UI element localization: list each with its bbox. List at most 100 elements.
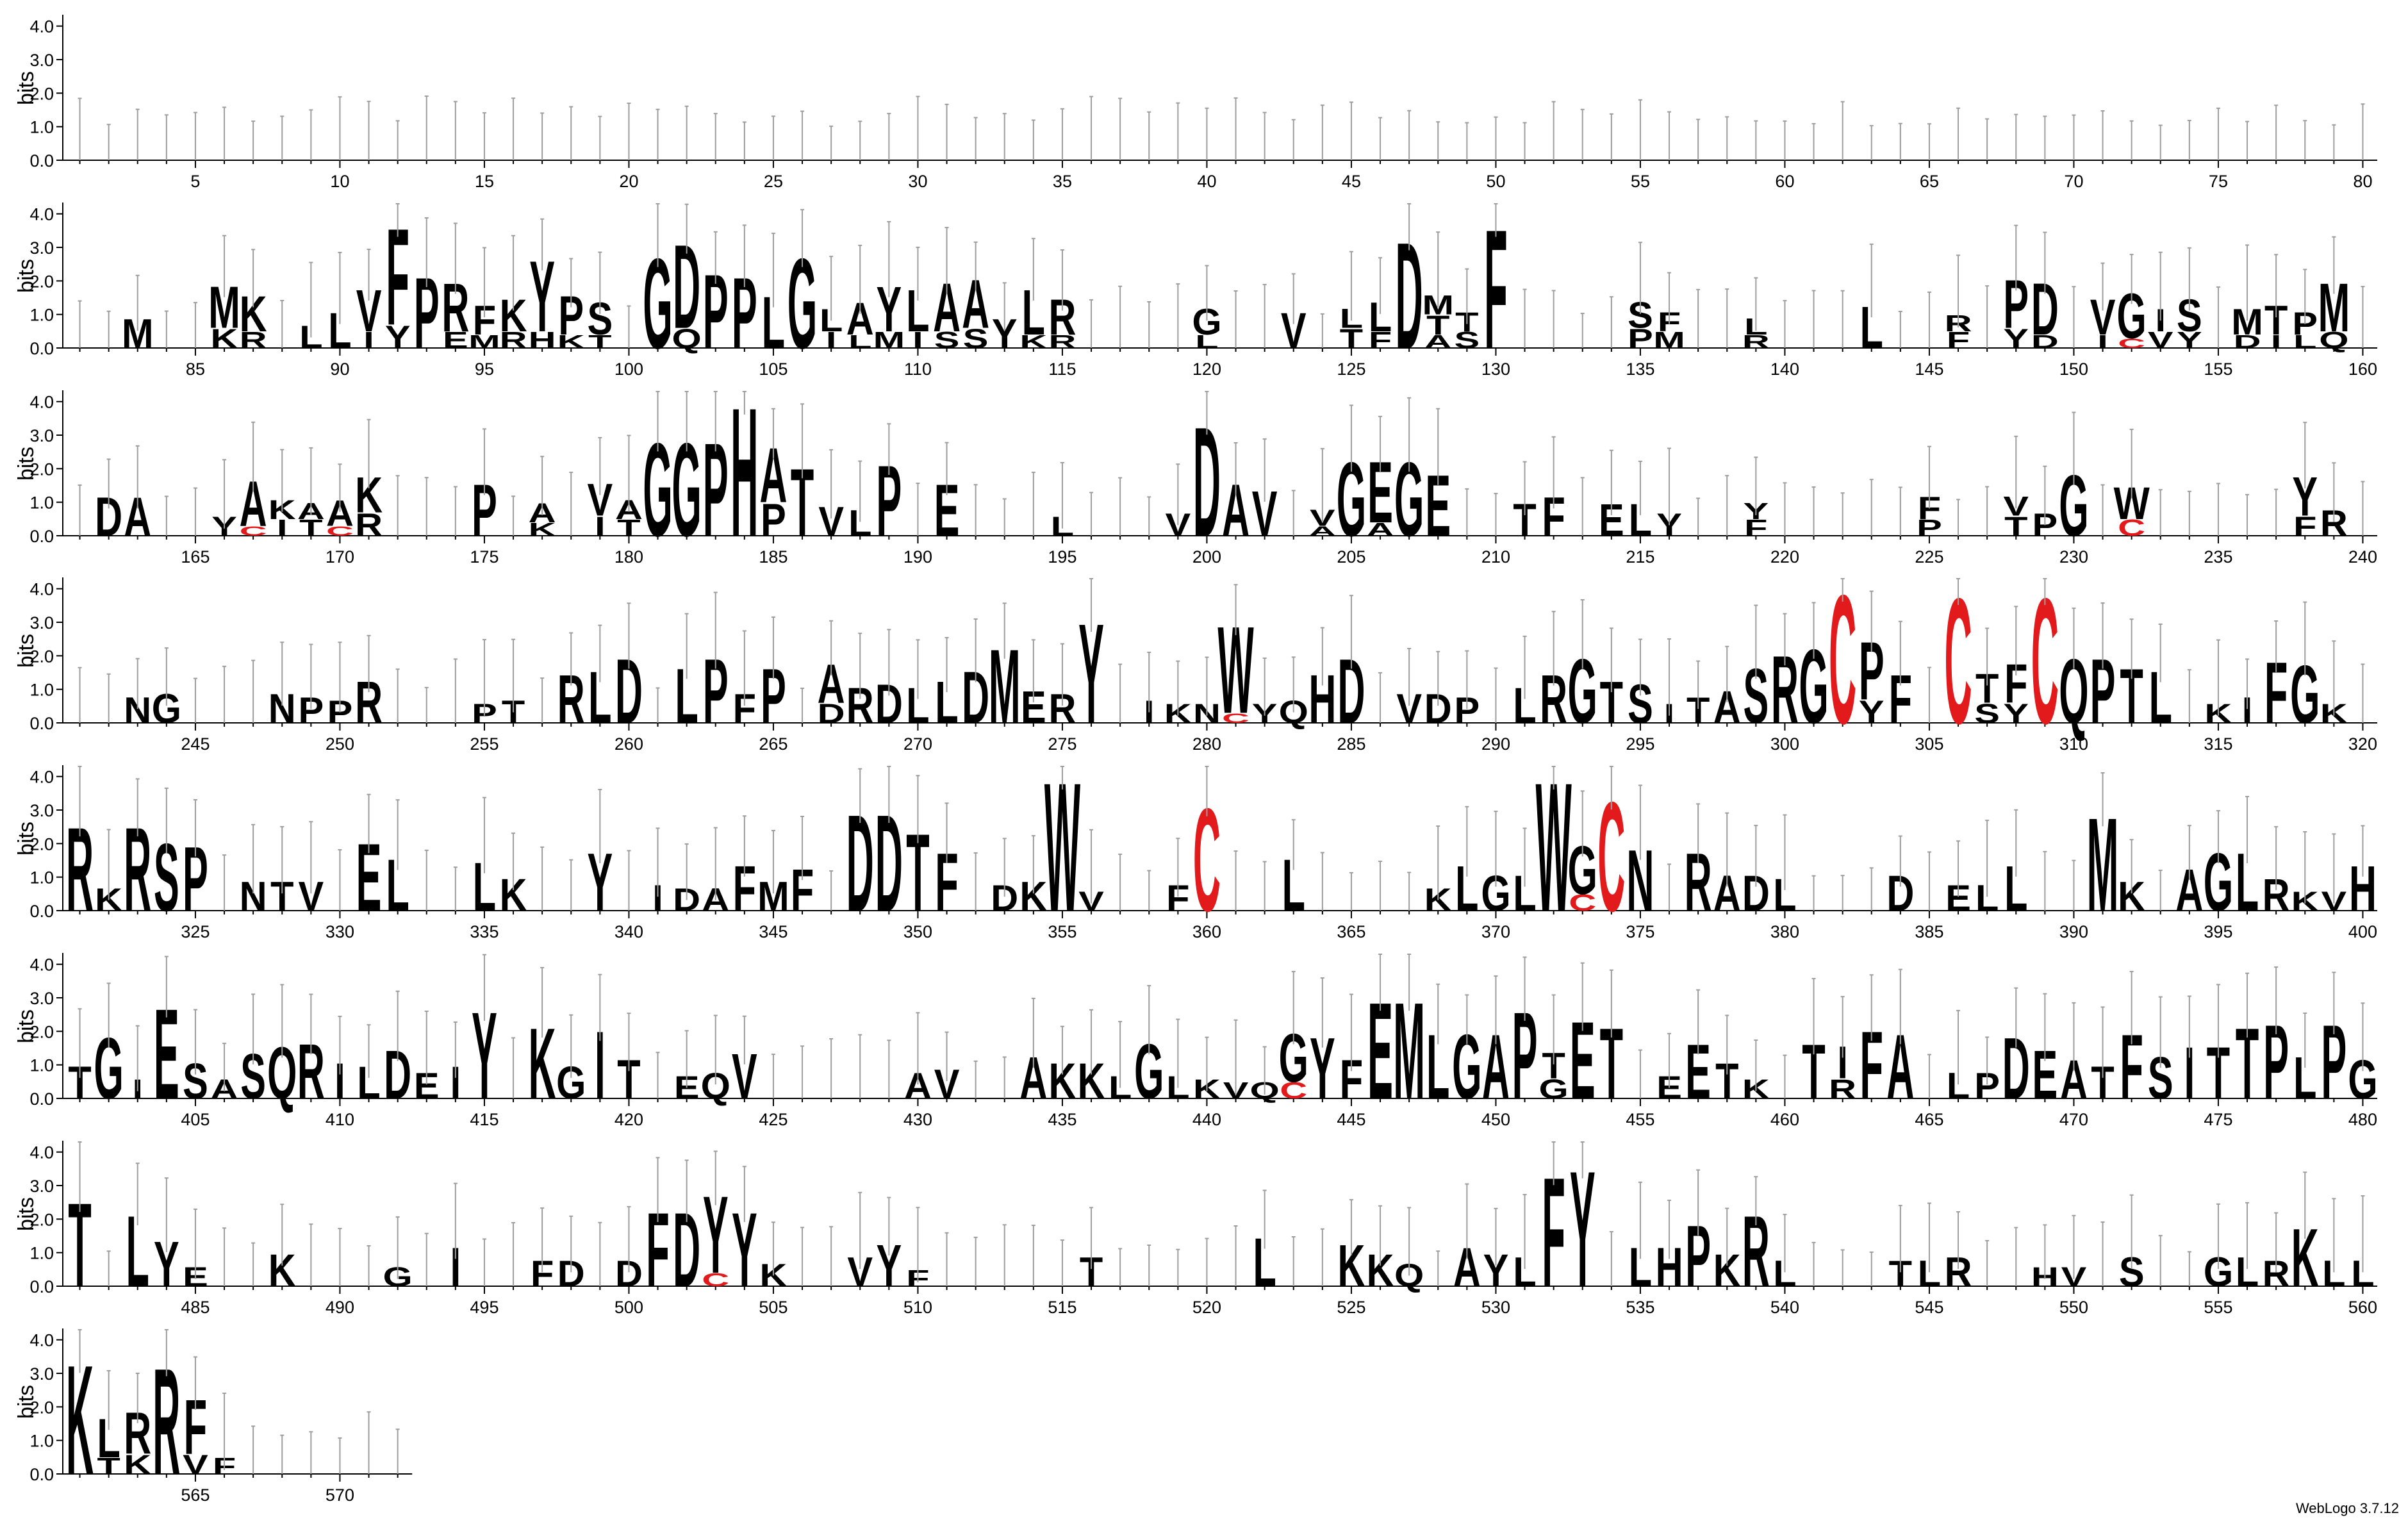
x-tick-label: 480 xyxy=(2348,1110,2377,1129)
x-tick-label: 270 xyxy=(903,734,932,754)
y-tick-label: 0.0 xyxy=(29,1277,54,1296)
y-tick-label: 4.0 xyxy=(29,17,54,37)
x-tick-label: 165 xyxy=(181,547,210,567)
x-tick-label: 135 xyxy=(1626,360,1654,379)
logo-letter: P xyxy=(1628,324,1653,354)
x-tick-label: 360 xyxy=(1192,922,1221,941)
x-tick-label: 45 xyxy=(1342,172,1361,191)
x-tick-label: 345 xyxy=(759,922,788,941)
y-axis-label: bits xyxy=(14,447,38,481)
logo-letter: I xyxy=(826,328,837,353)
y-tick-label: 0.0 xyxy=(29,1465,54,1484)
y-axis-label: bits xyxy=(14,634,38,668)
y-tick-label: 1.0 xyxy=(29,493,54,513)
x-tick-label: 235 xyxy=(2204,547,2232,567)
y-axis-label: bits xyxy=(14,1197,38,1231)
x-tick-label: 400 xyxy=(2348,922,2377,941)
y-tick-label: 2.0 xyxy=(29,834,54,854)
y-tick-label: 4.0 xyxy=(29,1143,54,1162)
y-tick-label: 0.0 xyxy=(29,527,54,546)
x-tick-label: 470 xyxy=(2059,1110,2088,1129)
x-tick-label: 440 xyxy=(1192,1110,1221,1129)
x-tick-label: 295 xyxy=(1626,734,1654,754)
logo-letter: K xyxy=(529,519,556,540)
x-tick-label: 475 xyxy=(2204,1110,2232,1129)
y-axis-label: bits xyxy=(14,259,38,293)
y-tick-label: 2.0 xyxy=(29,647,54,666)
x-tick-label: 300 xyxy=(1770,734,1799,754)
x-tick-label: 105 xyxy=(759,360,788,379)
y-tick-label: 3.0 xyxy=(29,801,54,820)
logo-letter: Y xyxy=(385,318,411,355)
x-tick-label: 420 xyxy=(614,1110,643,1129)
x-tick-label: 220 xyxy=(1770,547,1799,567)
x-tick-label: 75 xyxy=(2209,172,2228,191)
logo-letter: L xyxy=(1195,331,1218,352)
y-tick-label: 3.0 xyxy=(29,989,54,1008)
logo-letter: V xyxy=(183,1450,208,1480)
x-tick-label: 560 xyxy=(2348,1298,2377,1317)
x-tick-label: 95 xyxy=(475,360,494,379)
x-tick-label: 285 xyxy=(1337,734,1365,754)
x-tick-label: 130 xyxy=(1481,360,1510,379)
logo-letter: M xyxy=(873,328,905,353)
x-tick-label: 305 xyxy=(1915,734,1943,754)
y-tick-label: 2.0 xyxy=(29,459,54,479)
x-tick-label: 380 xyxy=(1770,922,1799,941)
x-tick-label: 395 xyxy=(2204,922,2232,941)
logo-letter: F xyxy=(1947,328,1970,353)
x-tick-label: 250 xyxy=(326,734,354,754)
x-tick-label: 225 xyxy=(1915,547,1943,567)
logo-letter: D xyxy=(2031,331,2059,352)
logo-letter: Q xyxy=(2319,328,2348,353)
x-tick-label: 255 xyxy=(470,734,499,754)
y-tick-label: 4.0 xyxy=(29,580,54,599)
x-tick-label: 350 xyxy=(903,922,932,941)
y-tick-label: 0.0 xyxy=(29,1089,54,1109)
logo-letter: I xyxy=(595,1012,606,1120)
x-tick-label: 200 xyxy=(1192,547,1221,567)
x-tick-label: 20 xyxy=(619,172,638,191)
y-tick-label: 4.0 xyxy=(29,1331,54,1350)
y-tick-label: 4.0 xyxy=(29,955,54,975)
y-tick-label: 1.0 xyxy=(29,1244,54,1263)
x-tick-label: 60 xyxy=(1775,172,1794,191)
logo-letter: T xyxy=(97,1454,120,1479)
logo-letter: I xyxy=(652,878,663,919)
x-tick-label: 5 xyxy=(190,172,200,191)
x-tick-label: 190 xyxy=(903,547,932,567)
logo-letter: C xyxy=(1569,891,1596,916)
x-tick-label: 290 xyxy=(1481,734,1510,754)
y-tick-label: 3.0 xyxy=(29,238,54,258)
y-tick-label: 1.0 xyxy=(29,118,54,137)
x-tick-label: 335 xyxy=(470,922,499,941)
logo-letter: I xyxy=(595,511,606,542)
y-tick-label: 3.0 xyxy=(29,426,54,445)
logo-letter: Y xyxy=(1859,693,1884,730)
y-tick-label: 4.0 xyxy=(29,768,54,787)
x-tick-label: 495 xyxy=(470,1298,499,1317)
logo-letter: T xyxy=(2004,511,2028,542)
logo-letter: D xyxy=(818,699,845,729)
logo-letter: I xyxy=(450,1236,461,1298)
logo-letter: S xyxy=(963,324,989,354)
logo-letter: K xyxy=(1019,331,1047,352)
x-tick-label: 275 xyxy=(1048,734,1076,754)
y-tick-label: 2.0 xyxy=(29,1022,54,1041)
logo-letter: K xyxy=(557,331,585,352)
logo-row-1: bits 0.0 1.0 2.0 3.0 4.0 5 10 15 20 25 30 35 40 45 50 55… xyxy=(14,15,2377,191)
logo-letter: Q xyxy=(672,324,702,354)
logo-letter: C xyxy=(240,524,267,539)
x-tick-label: 260 xyxy=(614,734,643,754)
logo-letter: I xyxy=(912,328,923,353)
y-axis-label: bits xyxy=(14,822,38,856)
x-tick-label: 530 xyxy=(1481,1298,1510,1317)
x-tick-label: 195 xyxy=(1048,547,1076,567)
logo-letter: K xyxy=(124,1450,151,1480)
x-tick-label: 150 xyxy=(2059,360,2088,379)
